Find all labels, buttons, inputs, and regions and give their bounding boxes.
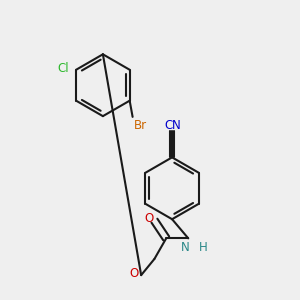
Text: Cl: Cl — [57, 62, 69, 75]
Text: Br: Br — [134, 119, 147, 132]
Text: O: O — [145, 212, 154, 225]
Text: O: O — [130, 267, 139, 280]
Text: C: C — [164, 119, 172, 132]
Text: N: N — [172, 119, 180, 132]
Text: N: N — [181, 241, 190, 254]
Text: H: H — [199, 241, 207, 254]
